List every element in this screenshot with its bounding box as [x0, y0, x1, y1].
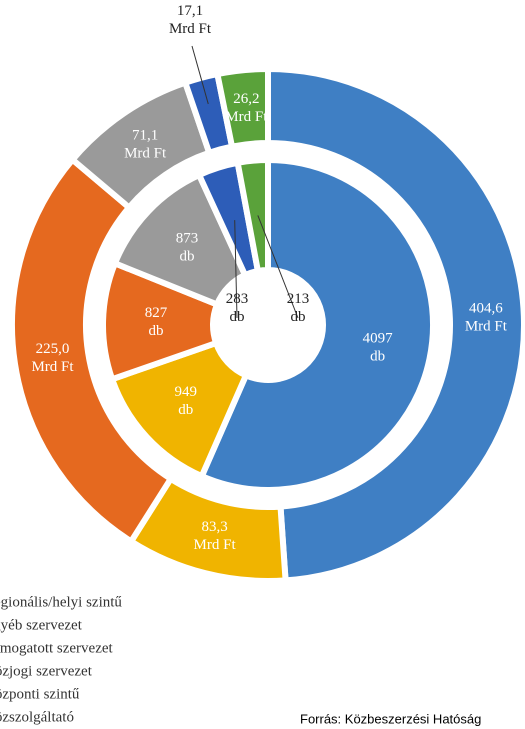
value-label: 404,6: [469, 301, 503, 317]
leader-line: [191, 45, 209, 105]
value-label: 4097: [363, 331, 394, 347]
donut-segment: [197, 156, 436, 493]
data-label: 225,0 Mrd Ft: [31, 341, 74, 375]
donut-segment: [265, 65, 525, 584]
value-label: 283: [226, 291, 249, 307]
unit-label: Mrd Ft: [225, 109, 268, 125]
value-label: 225,0: [36, 341, 70, 357]
legend-label: Támogatott szervezet: [0, 640, 114, 656]
unit-label: db: [291, 309, 306, 325]
legend-label: Közszolgáltató: [0, 709, 74, 725]
data-label: 83,3 Mrd Ft: [194, 520, 237, 554]
donut-segment: [9, 155, 175, 546]
donut-segment: [213, 65, 271, 151]
data-label: 283 db: [226, 291, 249, 325]
legend-label: Központi szintű: [0, 686, 80, 702]
data-label: 213 db: [287, 291, 310, 325]
leader-line: [257, 215, 299, 319]
data-label: 949 db: [175, 384, 198, 418]
data-label: 404,6 Mrd Ft: [465, 301, 508, 335]
leader-line: [234, 220, 238, 319]
unit-label: Mrd Ft: [465, 319, 508, 335]
source: Forrás: Közbeszerzési Hatóság: [300, 711, 481, 726]
value-label: 873: [176, 231, 199, 247]
legend-label: Egyéb szervezet: [0, 617, 83, 633]
unit-label: Mrd Ft: [31, 359, 74, 375]
data-label: 827 db: [145, 305, 168, 339]
donut-segment: [100, 259, 221, 383]
data-label: 17,1 Mrd Ft: [169, 3, 212, 37]
value-label: 949: [175, 384, 198, 400]
legend-label: Regionális/helyi szintű: [0, 594, 122, 610]
unit-label: db: [230, 309, 245, 325]
donut-segment: [108, 339, 250, 481]
legend-label: Közjogi szervezet: [0, 663, 93, 679]
unit-label: db: [370, 349, 385, 365]
unit-label: Mrd Ft: [124, 146, 167, 162]
unit-label: db: [179, 249, 194, 265]
data-label: 4097 db: [363, 331, 394, 365]
unit-label: db: [149, 323, 164, 339]
value-label: 213: [287, 291, 310, 307]
donut-segment: [234, 156, 271, 275]
value-label: 83,3: [201, 520, 227, 536]
value-label: 17,1: [177, 3, 203, 19]
value-label: 71,1: [132, 128, 158, 144]
data-label: 873 db: [176, 231, 199, 265]
value-label: 827: [145, 305, 168, 321]
unit-label: db: [178, 402, 193, 418]
unit-label: Mrd Ft: [169, 21, 212, 37]
unit-label: Mrd Ft: [194, 538, 237, 554]
value-label: 26,2: [233, 91, 259, 107]
data-label: 71,1 Mrd Ft: [124, 128, 167, 162]
data-label: 26,2 Mrd Ft: [225, 91, 268, 125]
